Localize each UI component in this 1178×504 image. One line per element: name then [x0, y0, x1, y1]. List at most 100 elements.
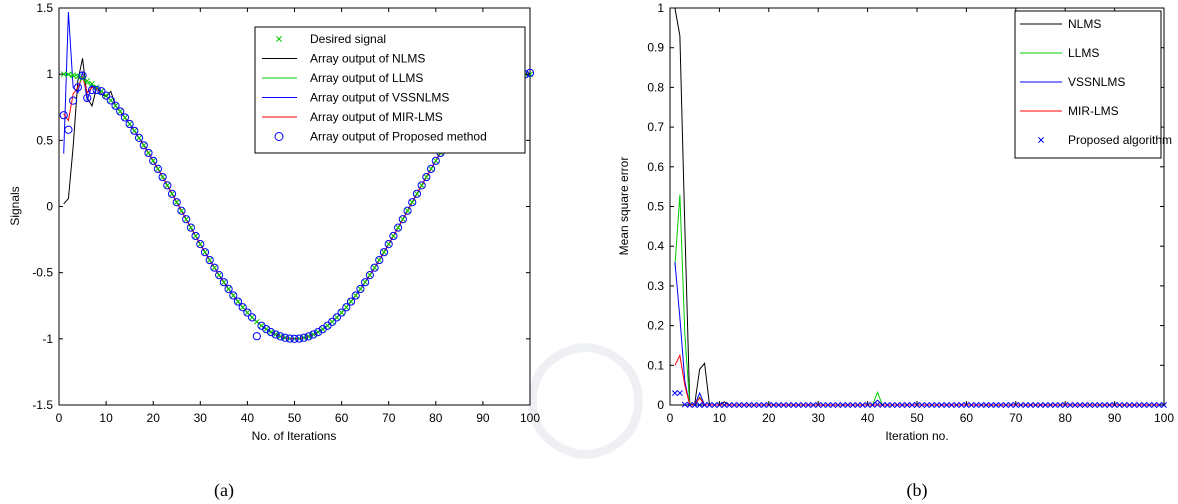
y-tick-label-a: 1 [46, 67, 53, 81]
x-tick-label-a: 10 [99, 411, 113, 425]
proposed-marker-b [1042, 402, 1049, 408]
proposed-marker-b-stroke [1017, 402, 1024, 408]
desired-marker [216, 272, 223, 279]
proposed-marker-b [706, 402, 713, 408]
proposed-marker-b [835, 402, 841, 408]
proposed-marker [215, 271, 224, 280]
y-tick-label-b: 0.3 [647, 279, 664, 293]
desired-marker [220, 279, 227, 286]
proposed-marker-b [1156, 402, 1163, 408]
proposed-marker-b-stroke [899, 402, 906, 408]
y-tick-label-a: 0 [46, 200, 53, 214]
proposed-marker [83, 93, 92, 103]
proposed-marker-b [968, 402, 975, 408]
proposed-marker-b-stroke [1146, 402, 1153, 408]
y-tick-label-b: 0.9 [647, 41, 664, 55]
desired-marker-stroke [84, 77, 91, 84]
legend-swatch-b-stroke [1038, 137, 1044, 143]
desired-marker-stroke [395, 224, 402, 231]
desired-marker [183, 216, 190, 223]
desired-marker [305, 333, 312, 340]
desired-marker-stroke [253, 318, 260, 325]
proposed-marker [346, 297, 356, 306]
desired-marker-stroke [352, 292, 359, 299]
y-tick-label-b: 0.4 [647, 239, 664, 253]
proposed-marker-b [1002, 402, 1009, 408]
desired-marker [423, 174, 430, 181]
desired-marker [150, 157, 157, 164]
proposed-marker-b-stroke [1027, 402, 1034, 408]
proposed-marker-b-stroke [953, 402, 960, 408]
desired-marker-stroke [348, 298, 354, 305]
legend-box-a [254, 26, 526, 154]
proposed-marker-b-stroke [681, 401, 688, 408]
desired-marker [409, 199, 416, 206]
proposed-marker [78, 71, 87, 80]
proposed-marker-b-stroke [943, 402, 950, 408]
proposed-marker [139, 141, 148, 150]
proposed-marker-b-stroke [825, 402, 832, 408]
desired-marker-stroke [183, 216, 190, 223]
desired-marker-stroke [107, 97, 114, 104]
proposed-marker [92, 85, 101, 95]
proposed-marker [186, 223, 195, 232]
proposed-marker-b [1017, 402, 1024, 408]
y-tick-label-b: 0.7 [647, 120, 664, 134]
desired-marker-stroke [366, 272, 373, 279]
desired-marker-stroke [338, 309, 345, 316]
caption-b: (b) [907, 480, 928, 501]
proposed-marker-b-stroke [751, 402, 757, 408]
series-line-b-0 [674, 7, 1164, 406]
proposed-marker-b [755, 402, 762, 408]
desired-marker [235, 298, 241, 305]
proposed-marker-b-stroke [760, 402, 767, 408]
x-axis-label-a: No. of Iterations [252, 429, 337, 443]
desired-marker-stroke [117, 108, 124, 115]
proposed-marker [361, 278, 370, 287]
proposed-marker-b-stroke [998, 402, 1004, 408]
proposed-marker-b [859, 402, 866, 408]
proposed-marker-b [760, 402, 767, 408]
chart-signals: 0 10 20 30 40 50 60 70 80 90 100 -1.5 -1 -0.5 0 0.5 1 1.… [8, 1, 540, 501]
proposed-marker-b-stroke [686, 402, 693, 408]
proposed-marker [299, 333, 309, 342]
proposed-marker-b [711, 402, 718, 408]
proposed-marker-b [751, 402, 757, 408]
desired-marker-stroke [225, 286, 232, 292]
desired-marker [225, 286, 232, 292]
proposed-marker [384, 240, 393, 249]
proposed-marker [130, 126, 139, 135]
desired-marker [140, 142, 147, 149]
proposed-marker-b [1086, 402, 1093, 408]
proposed-marker [172, 198, 181, 207]
proposed-marker [342, 303, 351, 312]
proposed-marker-b-stroke [983, 402, 990, 408]
proposed-marker-b [1091, 402, 1098, 408]
proposed-marker [233, 297, 243, 306]
proposed-marker-b [1037, 402, 1044, 408]
series-proposed-markers [59, 68, 535, 343]
proposed-marker-b [1146, 402, 1153, 408]
proposed-marker-b [721, 402, 728, 408]
desired-marker [173, 199, 180, 206]
proposed-marker-b [785, 402, 792, 408]
x-tick-label-b: 20 [762, 411, 776, 425]
proposed-marker [205, 255, 214, 265]
proposed-marker [153, 164, 163, 173]
proposed-marker-b-stroke [701, 402, 708, 408]
proposed-marker-b [676, 390, 683, 397]
legend-swatch-b [1038, 137, 1044, 143]
desired-marker-stroke [230, 292, 237, 299]
proposed-marker-b-stroke [805, 402, 812, 408]
proposed-marker [431, 156, 440, 165]
proposed-marker-b [1032, 402, 1039, 408]
legend-swatch-a [276, 36, 282, 42]
desired-marker-stroke [202, 249, 208, 256]
desired-marker-stroke [103, 92, 110, 99]
proposed-marker-b [780, 402, 787, 408]
proposed-marker [290, 334, 299, 343]
proposed-marker-b-stroke [810, 402, 817, 408]
legend-label-b: LLMS [1068, 46, 1099, 60]
desired-marker-stroke [131, 127, 138, 134]
proposed-marker-b [953, 402, 960, 408]
